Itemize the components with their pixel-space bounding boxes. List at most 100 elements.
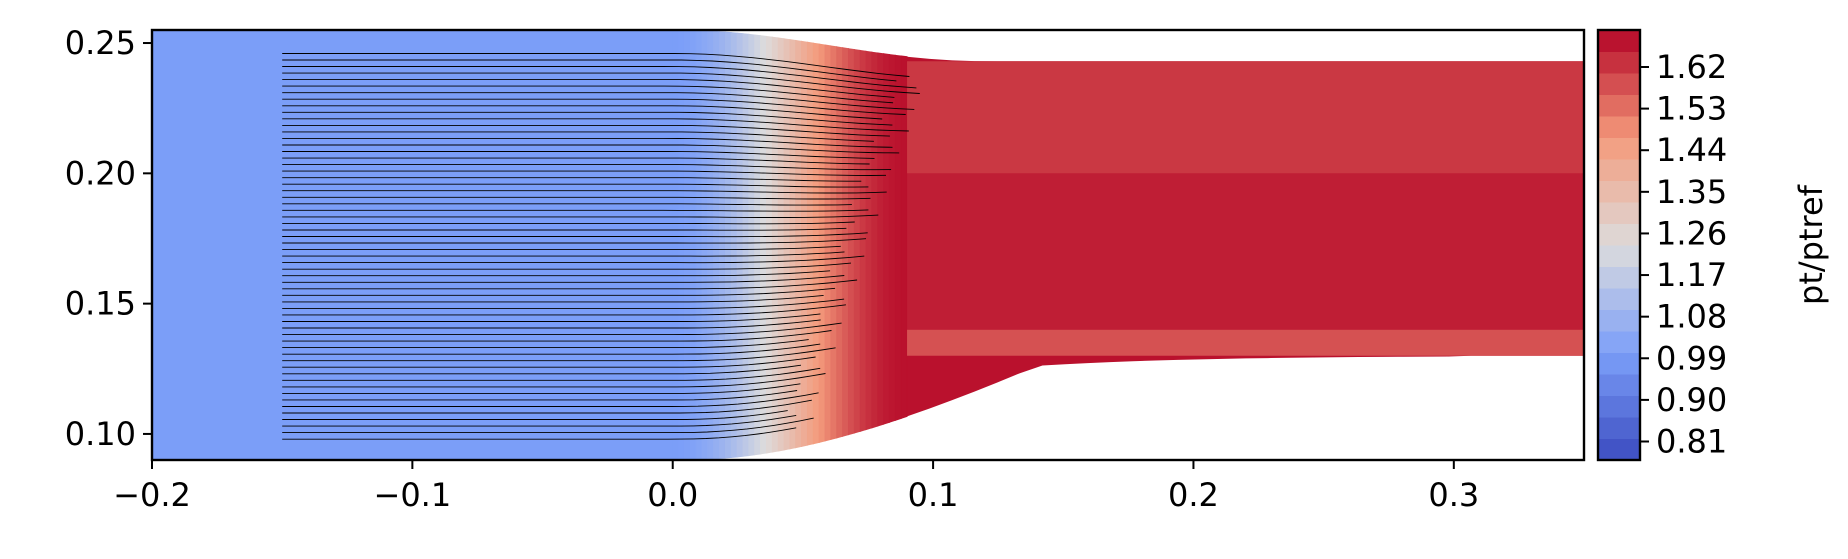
x-tick-label: 0.0: [647, 476, 698, 514]
colorbar-band: [1598, 288, 1640, 310]
y-tick-label: 0.15: [65, 285, 136, 323]
streamline: [282, 356, 816, 368]
transition-slice: [678, 30, 685, 460]
transition-slice: [801, 40, 808, 447]
streamline: [282, 183, 869, 188]
transition-slice: [754, 34, 762, 456]
streamline: [282, 190, 887, 194]
streamline: [282, 92, 915, 110]
transition-slice: [683, 30, 691, 460]
y-tick-label: 0.20: [65, 154, 136, 192]
transition-slice: [724, 31, 732, 459]
transition-slice: [795, 39, 803, 449]
transition-slice: [888, 54, 896, 423]
colorbar-band: [1598, 51, 1640, 74]
transition-slice: [783, 38, 791, 451]
streamline: [282, 164, 892, 171]
y-tick-label: 0.25: [65, 24, 136, 62]
transition-slice: [853, 49, 861, 434]
streamline: [282, 287, 836, 296]
x-tick-label: 0.3: [1428, 476, 1479, 514]
streamline: [282, 245, 841, 251]
y-tick-label: 0.10: [65, 415, 136, 453]
colorbar-label: pt/ptref: [1792, 184, 1830, 305]
streamline: [282, 227, 847, 231]
transition-slice: [894, 54, 902, 421]
transition-slice: [695, 30, 703, 460]
colorbar-band: [1598, 374, 1640, 396]
transition-slice: [859, 49, 867, 432]
x-tick-label: 0.1: [908, 476, 959, 514]
streamline: [282, 144, 900, 154]
streamline: [282, 373, 826, 388]
transition-slice: [777, 37, 785, 452]
plot-frame: [150, 28, 1586, 462]
streamline: [282, 270, 831, 277]
streamline: [282, 196, 871, 200]
transition-slice: [701, 30, 709, 460]
streamline: [282, 238, 867, 244]
streamline: [282, 72, 920, 94]
streamlines: [282, 53, 920, 440]
downstream-band: [907, 61, 1584, 174]
transition-slice: [847, 48, 855, 436]
transition-slice: [818, 43, 826, 443]
streamline: [282, 392, 819, 407]
streamline: [282, 79, 895, 98]
streamline: [282, 262, 852, 270]
streamline: [282, 417, 814, 434]
transition-slice: [812, 42, 820, 445]
streamline: [282, 322, 842, 336]
downstream-band: [907, 329, 1584, 356]
colorbar: 0.81 0.90 0.991.08 1.17 1.261.35 1.441.53 1.62…: [1596, 28, 1830, 462]
x-tick-label: −0.1: [374, 476, 452, 514]
colorbar-tick-label: 1.44: [1656, 131, 1727, 169]
streamline: [282, 313, 821, 322]
streamline: [282, 118, 909, 132]
transition-slice: [765, 35, 773, 454]
colorbar-band: [1598, 331, 1640, 353]
streamline: [282, 157, 870, 165]
colorbar-tick-label: 0.99: [1656, 339, 1727, 377]
transition-slice: [830, 45, 838, 441]
streamline: [282, 427, 797, 440]
streamline: [282, 209, 869, 212]
transition-slice: [672, 30, 680, 460]
streamline: [282, 137, 893, 148]
colorbar-frame: [1596, 28, 1642, 462]
x-tick-label: 0.2: [1168, 476, 1219, 514]
downstream-bands: [672, 30, 1584, 460]
transition-slice: [877, 52, 885, 427]
streamline: [282, 367, 821, 381]
colorbar-band: [1598, 245, 1640, 267]
colorbar-band: [1598, 180, 1640, 203]
colorbar-tick-label: 0.90: [1656, 381, 1727, 419]
streamline: [282, 203, 852, 206]
transition-slice: [883, 53, 890, 425]
colorbar-band: [1598, 116, 1640, 138]
streamline: [282, 410, 788, 420]
streamline: [282, 383, 801, 394]
transition-slice: [742, 33, 750, 457]
transition-slice: [900, 55, 908, 420]
colorbar-band: [1598, 352, 1640, 375]
transition-slice: [736, 32, 744, 458]
streamline: [282, 294, 824, 303]
transition-slice: [713, 30, 721, 460]
streamline: [282, 275, 845, 283]
transition-slice: [824, 44, 832, 442]
streamline: [282, 339, 809, 349]
streamline: [282, 364, 802, 375]
transition-slice: [836, 46, 844, 439]
transition-slice: [806, 41, 814, 446]
streamline: [282, 66, 917, 89]
colorbar-band: [1598, 137, 1640, 160]
colorbar-ticks: 0.81 0.90 0.991.08 1.17 1.261.35 1.441.53 1.62: [1640, 48, 1727, 461]
streamline: [282, 232, 868, 238]
x-axis: −0.2 −0.1 0.0 0.1 0.2 0.3: [113, 460, 1479, 514]
colorbar-bands: [1598, 30, 1640, 461]
colorbar-band: [1598, 266, 1640, 289]
streamline: [282, 414, 797, 427]
colorbar-band: [1598, 94, 1640, 117]
